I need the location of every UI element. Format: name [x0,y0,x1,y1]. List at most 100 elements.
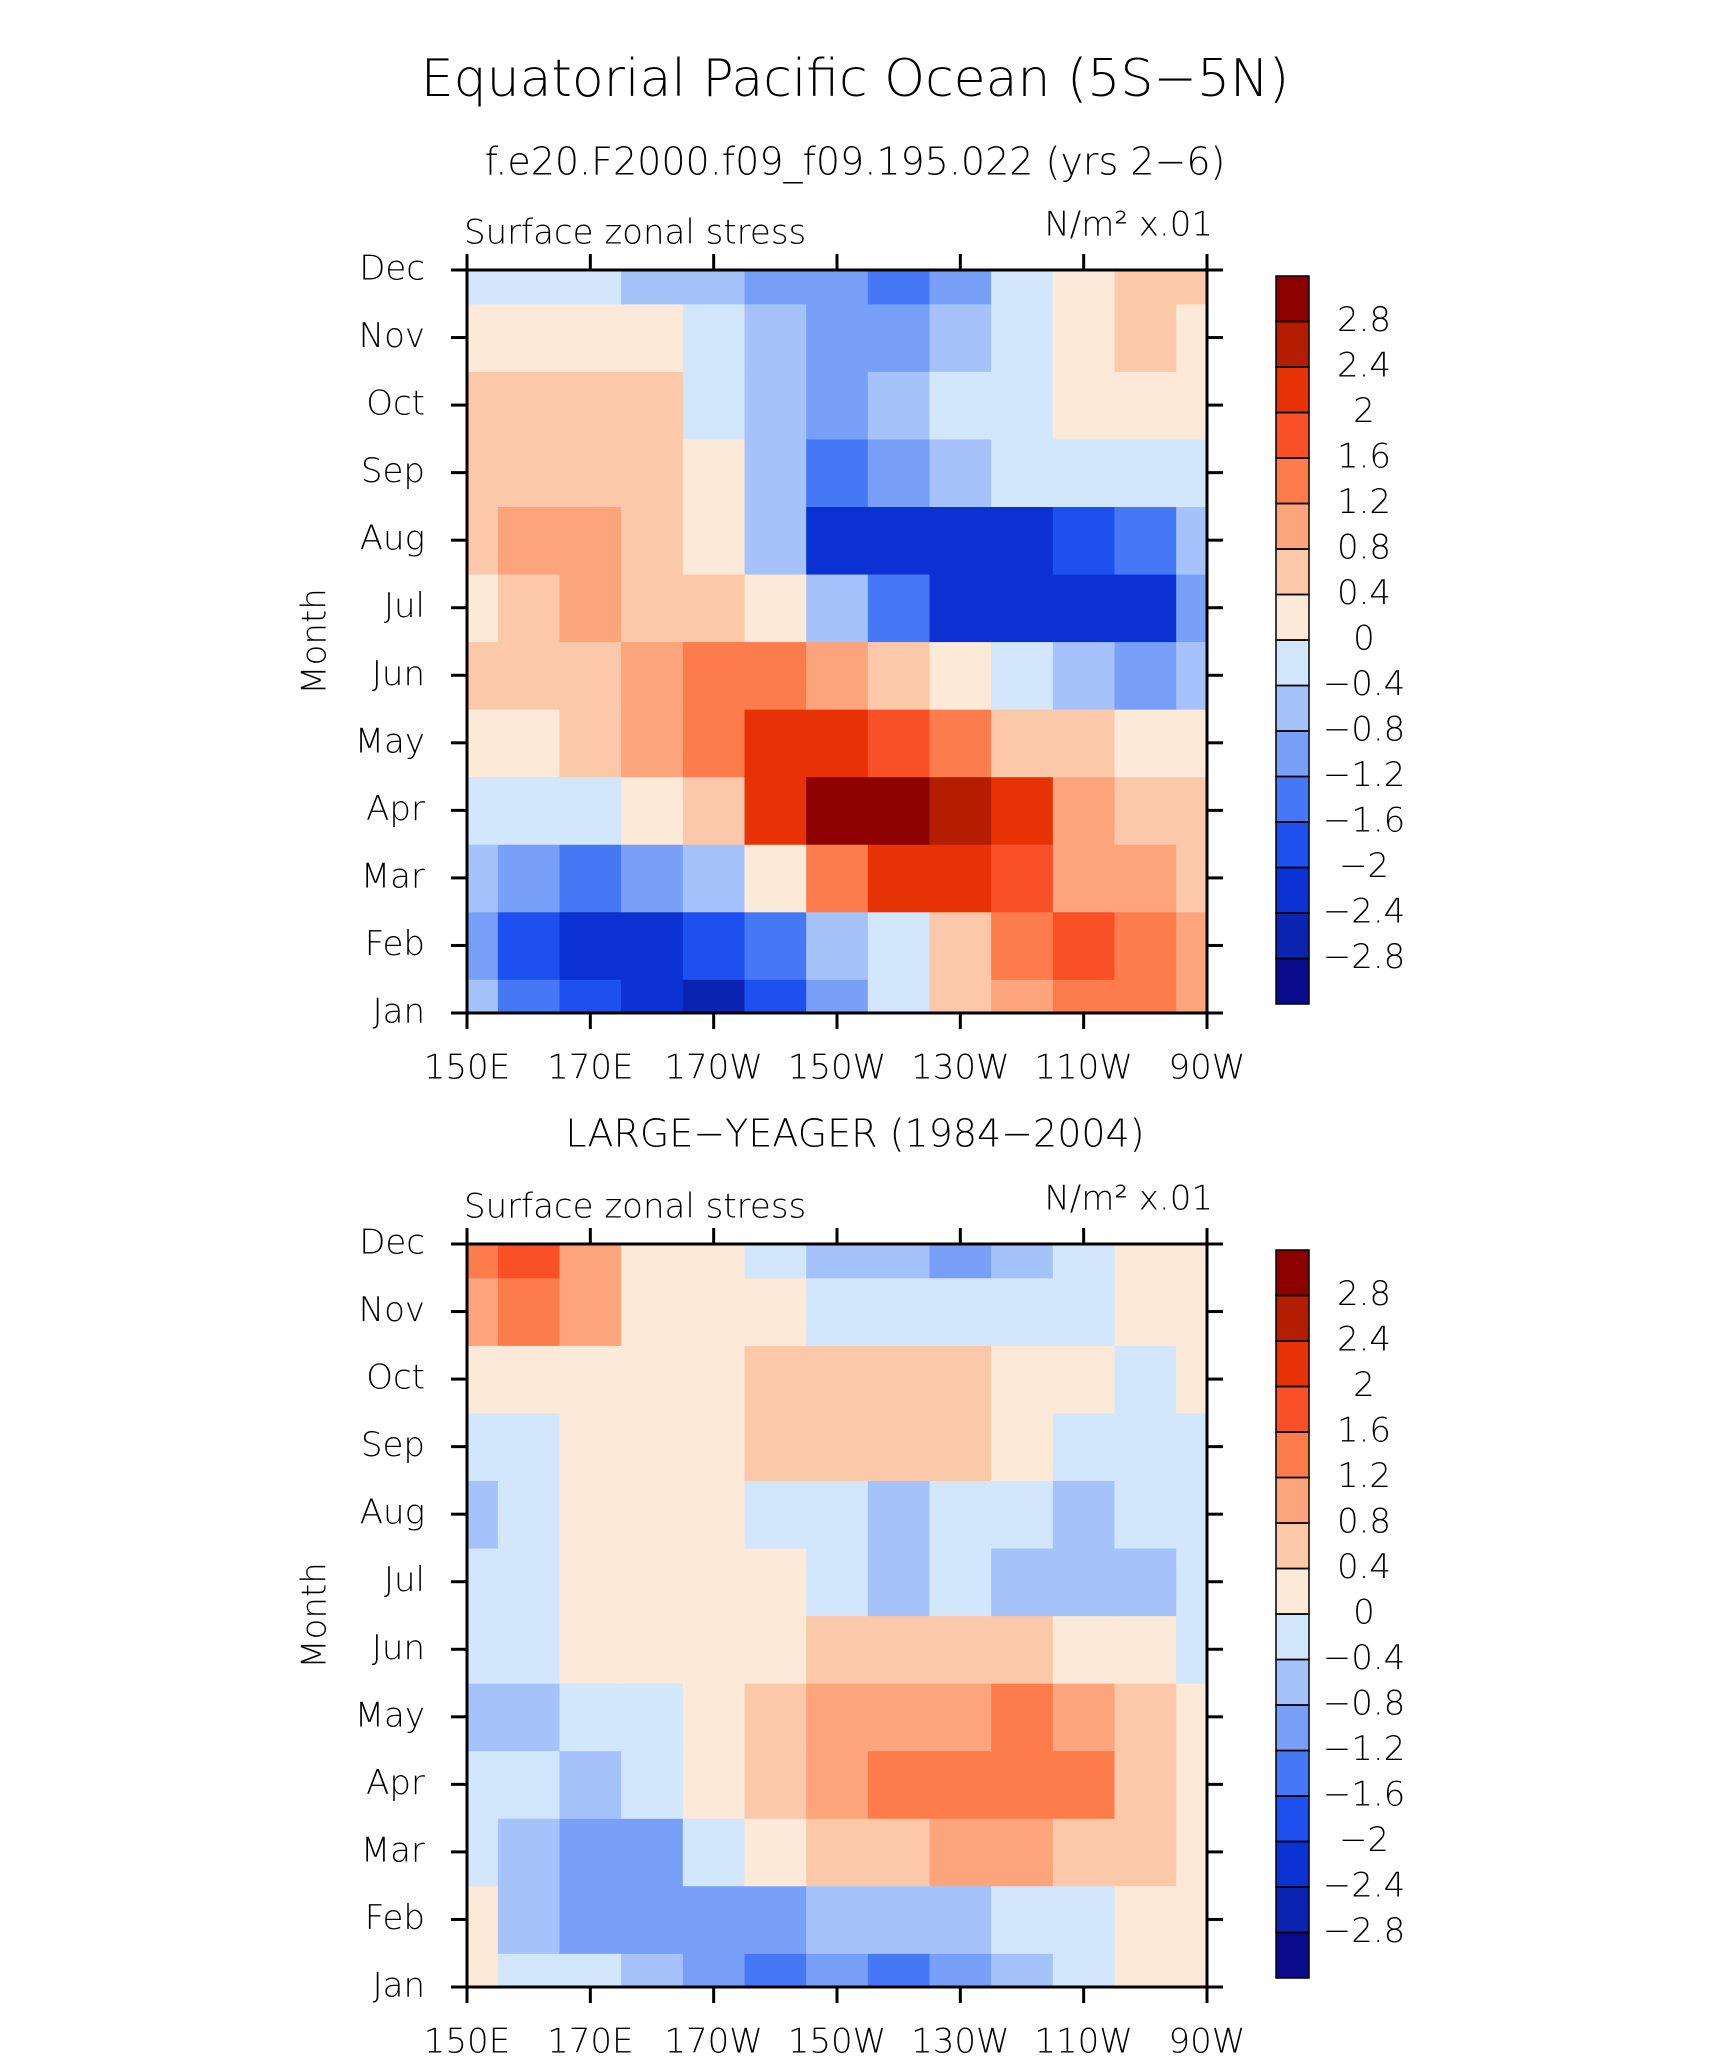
colorbar-swatch [1275,275,1310,323]
colorbar-swatch [1275,1795,1310,1843]
contour-cell [559,1885,622,1954]
x-tick-label: 110W [1034,2022,1133,2059]
contour-cell [621,1615,684,1684]
contour-cell [867,1683,931,1752]
contour-cell [621,844,684,913]
contour-cell [621,641,684,710]
contour-cell [1114,303,1177,372]
contour-cell [1052,1615,1116,1684]
contour-cell [497,776,561,845]
y-tick-label: Dec [359,249,425,289]
contour-cell [991,776,1054,845]
contour-cell [991,573,1054,643]
colorbar-swatch [1275,1385,1310,1433]
contour-cell [744,641,807,710]
y-tick-label: Dec [359,1223,425,1263]
contour-cell [497,1345,561,1414]
contour-cell [467,1244,499,1279]
contour-cell [497,1683,561,1752]
y-tick-label: Sep [361,1425,425,1465]
colorbar-swatch [1275,912,1310,960]
contour-cell [1052,911,1116,980]
y-tick-label: Jun [372,1628,425,1668]
contour-cell [559,776,622,845]
contour-cell [1114,573,1177,643]
colorbar-swatch [1275,1658,1310,1706]
contour-cell [744,506,807,575]
contour-cell [559,1615,622,1684]
colorbar-label: −0.8 [1323,1684,1406,1724]
contour-cell [467,1953,499,1988]
contour-cell [1052,844,1116,913]
contour-cell [467,776,499,845]
contour-cell [559,1547,622,1617]
contour-cell [867,709,931,778]
contour-cell [1114,270,1177,305]
y-tick-label: Aug [360,1493,425,1533]
contour-cell [621,911,684,980]
contour-cell [1176,911,1208,980]
contour-cell [1176,1244,1208,1279]
colorbar-swatch [1275,548,1310,596]
left-label: Surface zonal stress [464,1187,806,1227]
contour-cell [806,641,869,710]
contour-cell [621,776,684,845]
colorbar-swatch [1275,957,1310,1005]
y-tick-label: Oct [366,1358,425,1398]
contour-cell [991,1953,1054,1988]
contour-cell [929,1818,992,1887]
page-title: Equatorial Pacific Ocean (5S−5N) [421,49,1289,109]
contour-cell [1114,641,1177,710]
y-tick-label: Jul [384,1560,425,1600]
contour-cell [1176,1885,1208,1954]
contour-cell [929,1244,992,1279]
colorbar-label: 1.2 [1337,482,1391,522]
contour-cell [497,709,561,778]
contour-cell [497,979,561,1014]
colorbar-swatch [1275,1613,1310,1661]
contour-cell [929,1345,992,1414]
contour-cell [621,438,684,508]
contour-cell [867,371,931,440]
contour-cell [929,506,992,575]
contour-cell [991,438,1054,508]
contour-cell [497,911,561,980]
y-tick-label: Apr [366,789,425,829]
y-axis-label: Month [295,588,335,695]
contour-cell [467,1683,499,1752]
contour-cell [467,1412,499,1482]
contour-cell [559,1683,622,1752]
colorbar-label: 2.4 [1337,1320,1391,1360]
contour-cell [559,506,622,575]
contour-cell [744,1244,807,1279]
contour-cell [1114,1547,1177,1617]
contour-cell [682,1277,746,1346]
y-tick-label: May [355,1695,425,1735]
y-tick-label: Jun [372,654,425,694]
contour-cell [1114,979,1177,1014]
contour-cell [1052,1412,1116,1482]
contour-cell [621,1683,684,1752]
colorbar-label: −2.8 [1323,1911,1406,1951]
contour-cell [867,506,931,575]
contour-cell [621,1547,684,1617]
contour-cell [991,1277,1054,1346]
contour-cell [991,1683,1054,1752]
contour-cell [497,1885,561,1954]
colorbar-label: 1.2 [1337,1456,1391,1496]
contour-cell [929,1953,992,1988]
contour-cell [991,1480,1054,1549]
contour-cell [929,573,992,643]
contour-cell [991,303,1054,372]
contour-cell [929,371,992,440]
x-tick-label: 150E [424,1048,510,1088]
contour-cell [991,1244,1054,1279]
colorbar-swatch [1275,1840,1310,1888]
colorbar-swatch [1275,1431,1310,1479]
colorbar-label: −1.6 [1323,1775,1406,1815]
contour-cell [806,979,869,1014]
x-tick-label: 170E [547,2022,633,2059]
colorbar-swatch [1275,821,1310,869]
contour-cell [991,1818,1054,1887]
contour-cell [1176,573,1208,643]
